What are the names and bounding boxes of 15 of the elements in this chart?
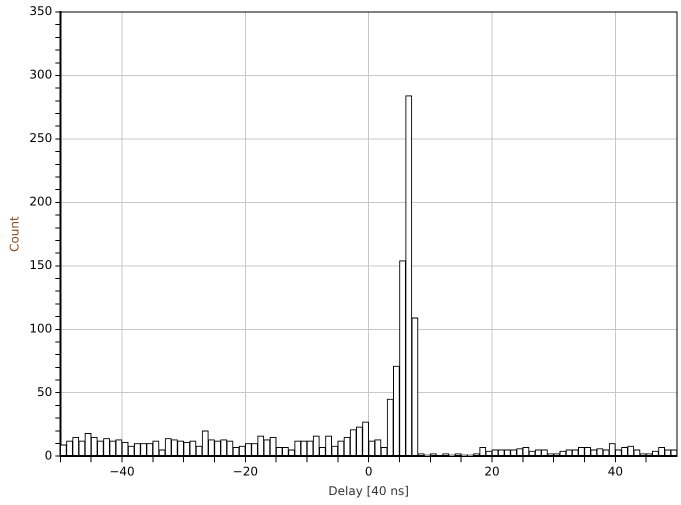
y-tick-label: 100 [29, 321, 52, 336]
x-axis-title: Delay [40 ns] [328, 484, 409, 498]
y-tick-label: 150 [29, 258, 52, 272]
y-tick-label: 350 [29, 4, 52, 18]
y-axis-title: Count [7, 216, 22, 252]
y-tick-label: 0 [44, 448, 52, 462]
y-tick-label: 300 [29, 68, 52, 82]
y-tick-label: 200 [29, 194, 52, 208]
y-tick-label: 50 [37, 384, 52, 399]
x-tick-label: 20 [484, 464, 500, 479]
x-tick-label: −20 [232, 464, 258, 479]
x-tick-label: 0 [364, 464, 372, 479]
y-tick-label: 250 [29, 131, 52, 146]
x-tick-label: 40 [608, 464, 623, 479]
x-tick-label: −40 [109, 464, 135, 479]
